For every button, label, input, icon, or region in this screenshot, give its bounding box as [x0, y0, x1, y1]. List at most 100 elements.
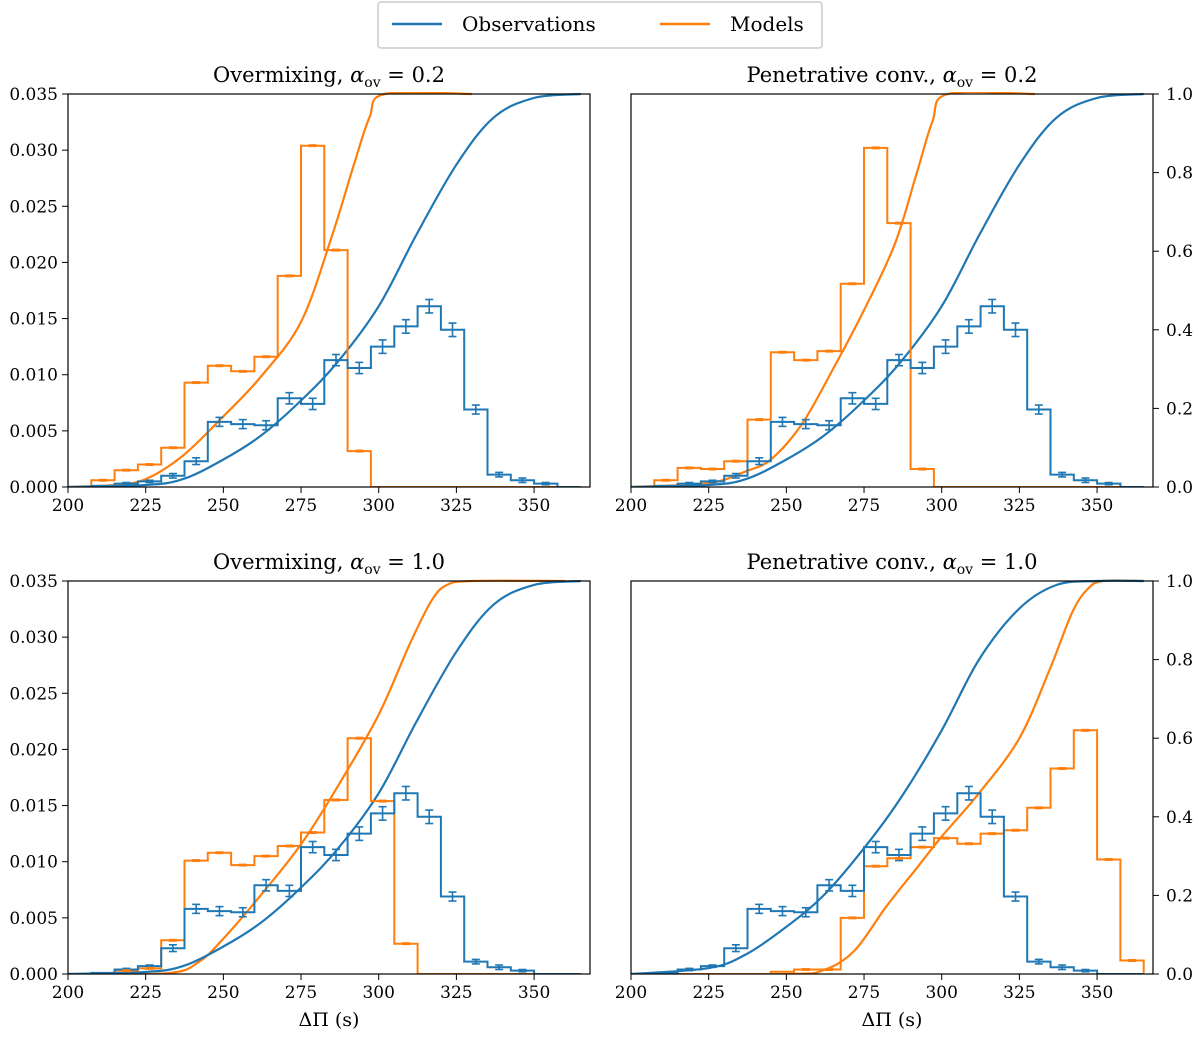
observations-cdf-line [631, 579, 1144, 974]
observations-error-bar [471, 958, 480, 965]
panel-title-value: = 0.2 [381, 63, 445, 87]
observations-error-bar [685, 967, 694, 972]
observations-error-bar [168, 944, 177, 953]
observations-error-bar [425, 298, 434, 314]
observations-error-bar [708, 479, 717, 484]
models-cdf-line [631, 579, 1144, 974]
y-axis-left: 0.000 0.005 0.010 0.015 0.020 0.025 0.030 0.035 [9, 85, 68, 498]
models-histogram [68, 144, 581, 487]
observations-error-bar [215, 416, 224, 428]
panel-title: Overmixing, αov = 1.0 [213, 550, 445, 578]
panel-title-alpha-symbol: α [350, 63, 364, 87]
x-tick-label: 250 [770, 983, 802, 1003]
x-tick-label: 275 [848, 496, 880, 516]
observations-error-bar [238, 906, 247, 918]
models-bin-caps [801, 728, 1137, 972]
observations-error-bar [731, 944, 740, 953]
legend-observations-label: Observations [462, 12, 596, 36]
observations-error-bar [1034, 958, 1043, 965]
panel-title-text: Overmixing, [213, 63, 350, 87]
panel-title-value: = 0.2 [973, 63, 1037, 87]
observations-error-bar [168, 472, 177, 479]
panel-title: Penetrative conv., αov = 1.0 [747, 550, 1038, 578]
legend: Observations Models [377, 1, 823, 49]
x-axis-label: ΔΠ (s) [299, 1009, 360, 1031]
y-left-tick-label: 0.025 [9, 197, 58, 217]
observations-error-bar [848, 391, 857, 405]
x-tick-label: 275 [848, 983, 880, 1003]
x-tick-label: 300 [925, 983, 957, 1003]
observations-error-bar [495, 471, 504, 478]
y-right-tick-label: 0.2 [1166, 399, 1193, 419]
observations-error-bar [964, 318, 973, 334]
legend-frame [377, 1, 823, 49]
observations-error-bars [122, 785, 527, 973]
axes-frame [630, 93, 1154, 488]
observations-error-bar [285, 884, 294, 898]
panel-tr: 200 225 250 275 300 325 350 0.0 0.2 0.4 0.6 0.8 1.0 P… [615, 63, 1193, 516]
y-right-tick-label: 1.0 [1166, 85, 1193, 105]
observations-error-bar [1081, 968, 1090, 973]
observations-histogram [631, 305, 1144, 487]
y-right-tick-label: 0.0 [1166, 478, 1193, 498]
panel-title-alpha-symbol: α [350, 550, 364, 574]
observations-error-bar [801, 418, 810, 430]
observations-error-bar [825, 419, 834, 431]
x-tick-label: 350 [1081, 983, 1113, 1003]
x-tick-label: 225 [692, 983, 724, 1003]
observations-error-bar [355, 826, 364, 842]
y-left-tick-label: 0.020 [9, 253, 58, 273]
panel-title-text: Penetrative conv., [747, 550, 943, 574]
x-tick-label: 200 [52, 496, 84, 516]
y-left-tick-label: 0.035 [9, 572, 58, 592]
x-tick-label: 225 [692, 496, 724, 516]
x-tick-label: 200 [615, 983, 647, 1003]
panel-title: Overmixing, αov = 0.2 [213, 63, 445, 91]
x-tick-label: 200 [52, 983, 84, 1003]
x-tick-label: 350 [518, 983, 550, 1003]
observations-histogram [68, 792, 581, 974]
plot-area [631, 579, 1145, 974]
y-axis-right: 0.0 0.2 0.4 0.6 0.8 1.0 [1153, 85, 1193, 498]
x-axis-label: ΔΠ (s) [862, 1009, 923, 1031]
models-histogram [68, 737, 581, 974]
models-histogram [631, 146, 1144, 487]
x-tick-label: 275 [285, 496, 317, 516]
observations-error-bar [355, 361, 364, 375]
observations-histogram [68, 305, 581, 487]
y-left-tick-label: 0.010 [9, 366, 58, 386]
observations-error-bar [285, 391, 294, 405]
models-bin-caps [98, 144, 364, 482]
y-left-tick-label: 0.005 [9, 909, 58, 929]
observations-error-bar [495, 964, 504, 971]
observations-error-bar [215, 905, 224, 917]
observations-error-bars [122, 298, 550, 486]
models-cdf-line [68, 92, 472, 487]
observations-error-bar [988, 809, 997, 825]
x-axis: 200 225 250 275 300 325 350 [52, 487, 550, 516]
x-tick-label: 300 [362, 983, 394, 1003]
legend-models-label: Models [730, 12, 804, 36]
panel-title-subscript: ov [957, 75, 973, 91]
x-tick-label: 325 [1003, 983, 1035, 1003]
observations-error-bar [894, 353, 903, 367]
y-right-tick-label: 0.4 [1166, 808, 1193, 828]
observations-error-bar [448, 322, 457, 338]
plot-area [631, 92, 1144, 487]
panel-title-subscript: ov [957, 562, 973, 578]
observations-error-bar [1011, 322, 1020, 338]
panel-title-value: = 1.0 [973, 550, 1037, 574]
observations-error-bar [238, 418, 247, 430]
x-tick-label: 325 [1003, 496, 1035, 516]
observations-error-bar [1034, 404, 1043, 415]
y-axis-right: 0.0 0.2 0.4 0.6 0.8 1.0 [1153, 572, 1193, 985]
observations-error-bar [941, 805, 950, 821]
observations-error-bar [541, 481, 550, 486]
observations-error-bar [425, 809, 434, 825]
y-right-tick-label: 0.8 [1166, 651, 1193, 671]
models-bin-caps [661, 146, 927, 482]
panel-title-text: Overmixing, [213, 550, 350, 574]
plot-area [68, 579, 581, 974]
observations-error-bar [262, 878, 271, 892]
x-axis: 200 225 250 275 300 325 350 [615, 487, 1113, 516]
